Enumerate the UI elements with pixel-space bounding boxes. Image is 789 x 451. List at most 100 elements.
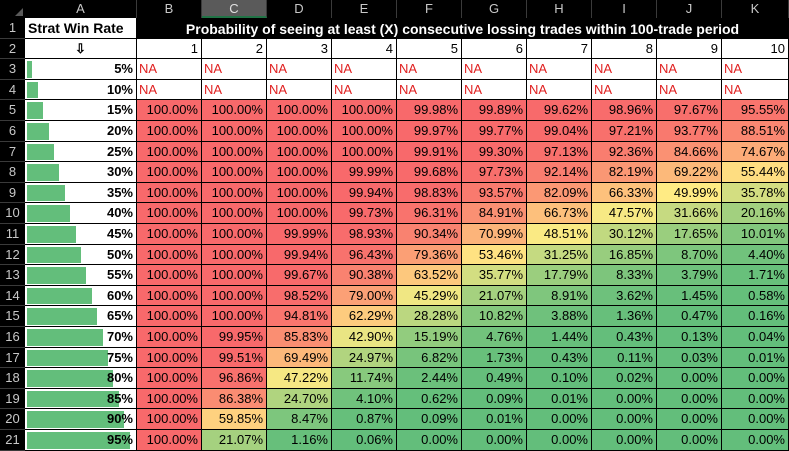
win-rate-cell[interactable]: 80% xyxy=(25,368,137,389)
row-header-21[interactable]: 21 xyxy=(0,430,25,451)
probability-cell[interactable]: 96.31% xyxy=(397,203,462,224)
probability-cell[interactable]: 99.94% xyxy=(267,244,332,266)
probability-cell[interactable]: 84.91% xyxy=(462,203,527,224)
probability-cell[interactable]: NA xyxy=(137,59,202,80)
column-header-g[interactable]: G xyxy=(462,0,527,18)
probability-cell[interactable]: 99.04% xyxy=(527,121,592,142)
row-header-14[interactable]: 14 xyxy=(0,285,25,307)
column-header-i[interactable]: I xyxy=(592,0,657,18)
probability-cell[interactable]: 35.77% xyxy=(462,265,527,286)
probability-cell[interactable]: 0.00% xyxy=(657,388,722,410)
probability-cell[interactable]: 99.94% xyxy=(332,182,397,204)
probability-cell[interactable]: 100.00% xyxy=(137,409,202,430)
probability-cell[interactable]: 10.82% xyxy=(462,306,527,327)
probability-cell[interactable]: 99.77% xyxy=(462,121,527,142)
probability-cell[interactable]: 100.00% xyxy=(332,141,397,163)
probability-cell[interactable]: 3.88% xyxy=(527,306,592,327)
probability-cell[interactable]: 0.01% xyxy=(722,347,789,369)
probability-cell[interactable]: 100.00% xyxy=(137,182,202,204)
probability-cell[interactable]: 79.00% xyxy=(332,285,397,307)
probability-cell[interactable]: 8.33% xyxy=(592,265,657,286)
probability-cell[interactable]: 0.00% xyxy=(592,388,657,410)
probability-cell[interactable]: NA xyxy=(332,79,397,101)
probability-cell[interactable]: 47.22% xyxy=(267,368,332,389)
win-rate-cell[interactable]: 10% xyxy=(25,79,137,101)
probability-cell[interactable]: 100.00% xyxy=(137,224,202,245)
probability-cell[interactable]: 0.03% xyxy=(657,347,722,369)
column-header-d[interactable]: D xyxy=(267,0,332,18)
probability-cell[interactable]: 100.00% xyxy=(202,285,267,307)
row-header-6[interactable]: 6 xyxy=(0,121,25,142)
probability-cell[interactable]: 100.00% xyxy=(137,368,202,389)
probability-cell[interactable]: 66.73% xyxy=(527,203,592,224)
row-header-16[interactable]: 16 xyxy=(0,327,25,348)
win-rate-cell[interactable]: 30% xyxy=(25,162,137,183)
probability-cell[interactable]: 100.00% xyxy=(137,244,202,266)
probability-cell[interactable]: 100.00% xyxy=(202,141,267,163)
probability-cell[interactable]: 96.43% xyxy=(332,244,397,266)
probability-cell[interactable]: 0.02% xyxy=(592,368,657,389)
probability-cell[interactable]: NA xyxy=(592,79,657,101)
probability-cell[interactable]: 45.29% xyxy=(397,285,462,307)
probability-cell[interactable]: 97.67% xyxy=(657,100,722,121)
probability-cell[interactable]: 0.10% xyxy=(527,368,592,389)
probability-cell[interactable]: 20.16% xyxy=(722,203,789,224)
probability-cell[interactable]: 69.22% xyxy=(657,162,722,183)
strat-win-rate-header[interactable]: Strat Win Rate xyxy=(25,18,137,39)
probability-cell[interactable]: 63.52% xyxy=(397,265,462,286)
probability-cell[interactable]: 0.00% xyxy=(722,368,789,389)
probability-cell[interactable]: NA xyxy=(267,79,332,101)
probability-cell[interactable]: NA xyxy=(137,79,202,101)
probability-cell[interactable]: 0.00% xyxy=(462,430,527,451)
probability-cell[interactable]: 82.19% xyxy=(592,162,657,183)
probability-cell[interactable]: 0.49% xyxy=(462,368,527,389)
probability-cell[interactable]: 0.58% xyxy=(722,285,789,307)
row-header-5[interactable]: 5 xyxy=(0,100,25,121)
probability-cell[interactable]: 99.51% xyxy=(202,347,267,369)
probability-cell[interactable]: 0.01% xyxy=(462,409,527,430)
probability-cell[interactable]: 99.89% xyxy=(462,100,527,121)
streak-count-4[interactable]: 4 xyxy=(332,38,397,60)
streak-count-8[interactable]: 8 xyxy=(592,38,657,60)
probability-cell[interactable]: 59.85% xyxy=(202,409,267,430)
probability-cell[interactable]: 98.52% xyxy=(267,285,332,307)
streak-count-9[interactable]: 9 xyxy=(657,38,722,60)
column-header-h[interactable]: H xyxy=(527,0,592,18)
probability-cell[interactable]: 42.90% xyxy=(332,327,397,348)
win-rate-cell[interactable]: 55% xyxy=(25,265,137,286)
probability-cell[interactable]: 0.16% xyxy=(722,306,789,327)
probability-cell[interactable]: 99.95% xyxy=(202,327,267,348)
column-header-e[interactable]: E xyxy=(332,0,397,18)
win-rate-cell[interactable]: 95% xyxy=(25,430,137,451)
probability-cell[interactable]: 100.00% xyxy=(202,182,267,204)
probability-cell[interactable]: 11.74% xyxy=(332,368,397,389)
probability-cell[interactable]: 74.67% xyxy=(722,141,789,163)
probability-cell[interactable]: 53.46% xyxy=(462,244,527,266)
probability-cell[interactable]: 90.34% xyxy=(397,224,462,245)
win-rate-cell[interactable]: 25% xyxy=(25,141,137,163)
probability-cell[interactable]: 0.13% xyxy=(657,327,722,348)
probability-cell[interactable]: 1.36% xyxy=(592,306,657,327)
probability-cell[interactable]: NA xyxy=(397,79,462,101)
probability-cell[interactable]: 28.28% xyxy=(397,306,462,327)
row-header-8[interactable]: 8 xyxy=(0,162,25,183)
win-rate-cell[interactable]: 5% xyxy=(25,59,137,80)
win-rate-cell[interactable]: 70% xyxy=(25,327,137,348)
streak-count-7[interactable]: 7 xyxy=(527,38,592,60)
win-rate-cell[interactable]: 90% xyxy=(25,409,137,430)
probability-cell[interactable]: NA xyxy=(332,59,397,80)
probability-cell[interactable]: 15.19% xyxy=(397,327,462,348)
probability-cell[interactable]: 100.00% xyxy=(202,100,267,121)
probability-cell[interactable]: 100.00% xyxy=(267,182,332,204)
probability-cell[interactable]: 99.67% xyxy=(267,265,332,286)
probability-cell[interactable]: 0.00% xyxy=(527,430,592,451)
probability-cell[interactable]: 99.99% xyxy=(267,224,332,245)
streak-count-1[interactable]: 1 xyxy=(137,38,202,60)
probability-cell[interactable]: 100.00% xyxy=(137,203,202,224)
probability-cell[interactable]: 0.00% xyxy=(657,368,722,389)
probability-cell[interactable]: 1.45% xyxy=(657,285,722,307)
probability-cell[interactable]: 100.00% xyxy=(267,100,332,121)
probability-cell[interactable]: 2.44% xyxy=(397,368,462,389)
probability-cell[interactable]: 6.82% xyxy=(397,347,462,369)
probability-cell[interactable]: 8.47% xyxy=(267,409,332,430)
